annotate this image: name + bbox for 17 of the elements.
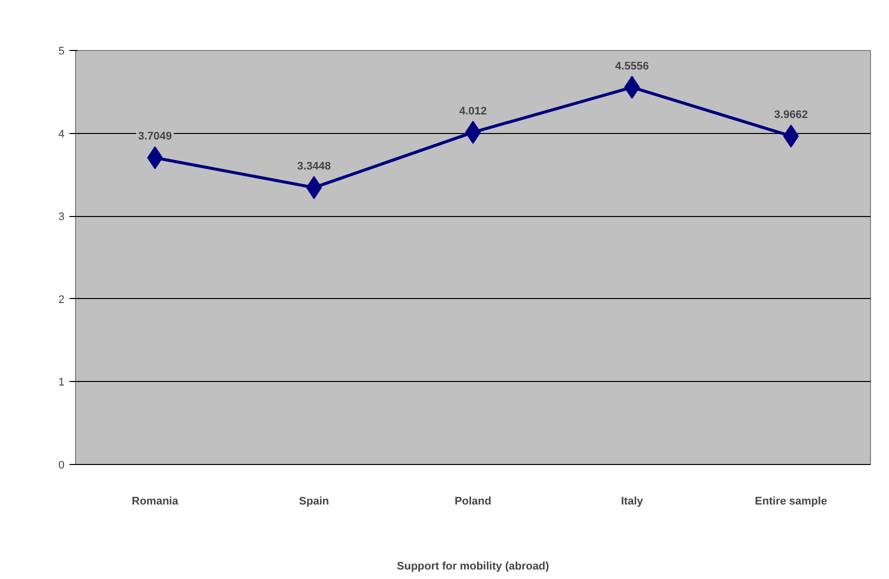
y-tick-label: 0 (58, 460, 65, 472)
x-tick-label: Poland (454, 496, 492, 508)
y-tick-label: 1 (58, 376, 65, 389)
x-tick-label: Italy (620, 496, 644, 508)
y-tick-label: 5 (58, 46, 65, 58)
x-axis-title: Support for mobility (abroad) (396, 560, 550, 572)
x-tick-label: Entire sample (754, 496, 828, 508)
y-tick-label: 2 (58, 294, 65, 306)
data-label: 4.012 (459, 105, 487, 118)
x-tick-label: Romania (132, 496, 180, 508)
data-label: 3.9662 (774, 109, 808, 122)
x-tick-label: Spain (299, 496, 330, 508)
data-label: 4.5556 (615, 60, 649, 72)
y-tick-label: 4 (58, 128, 65, 140)
data-label: 3.7049 (138, 130, 172, 143)
data-label: 3.3448 (297, 160, 331, 173)
y-tick-label: 3 (58, 211, 65, 224)
